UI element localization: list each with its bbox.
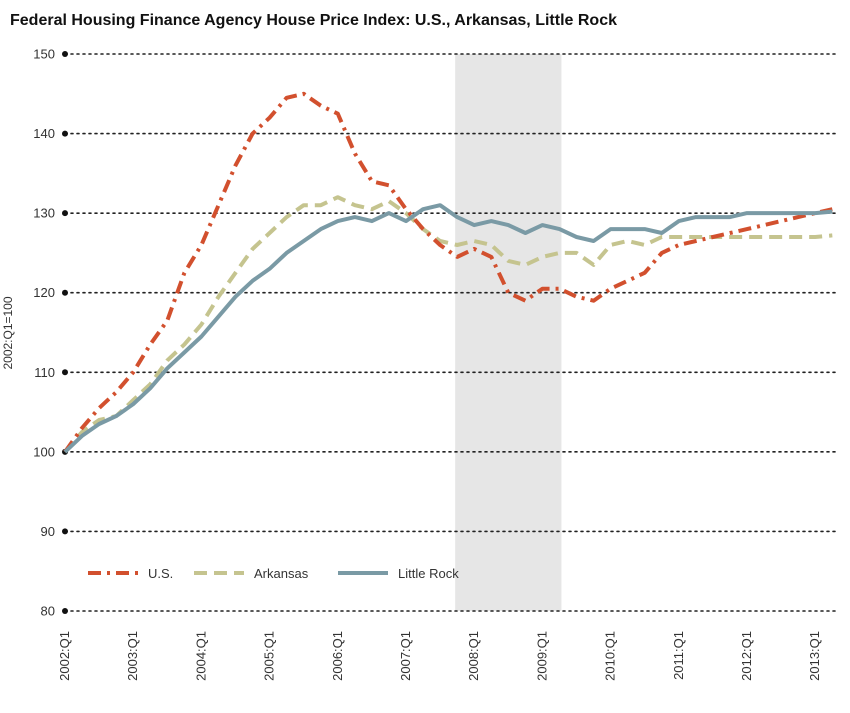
legend-label: Little Rock	[398, 566, 459, 581]
x-tick-label: 2010:Q1	[603, 631, 618, 681]
x-tick-label: 2013:Q1	[807, 631, 822, 681]
y-tick-label: 140	[33, 126, 55, 141]
y-tick-label: 80	[41, 604, 55, 619]
x-tick-label: 2007:Q1	[398, 631, 413, 681]
y-tick-mark	[62, 210, 68, 217]
legend: U.S. Arkansas Little Rock	[88, 566, 459, 581]
y-tick-label: 120	[33, 285, 55, 300]
y-tick-label: 110	[34, 365, 55, 380]
x-tick-label: 2003:Q1	[125, 631, 140, 681]
x-tick-label: 2002:Q1	[57, 631, 72, 681]
y-tick-mark	[62, 130, 68, 137]
legend-label: U.S.	[148, 566, 173, 581]
grid-lines	[64, 53, 836, 612]
recession-band	[455, 54, 562, 611]
y-tick-mark	[62, 528, 68, 535]
y-tick-label: 130	[33, 206, 55, 221]
x-tick-label: 2009:Q1	[534, 631, 549, 681]
series-line	[63, 91, 833, 454]
series-line	[63, 203, 833, 454]
chart-title: Federal Housing Finance Agency House Pri…	[10, 12, 617, 29]
y-tick-label: 100	[33, 444, 55, 459]
x-tick-label: 2012:Q1	[739, 631, 754, 681]
x-tick-label: 2004:Q1	[193, 631, 208, 681]
y-tick-mark	[62, 608, 68, 614]
x-tick-label: 2005:Q1	[262, 631, 277, 681]
x-axis: 2002:Q1 2003:Q1 2004:Q1 2005:Q1 2006:Q1 2007:…	[57, 631, 822, 681]
y-tick-mark	[62, 289, 68, 296]
x-tick-label: 2008:Q1	[466, 631, 481, 681]
y-tick-label: 150	[33, 47, 55, 62]
legend-label: Arkansas	[254, 566, 309, 581]
y-tick-mark	[62, 51, 68, 57]
y-axis: 80 90 100 110 120 130 140 150	[33, 47, 68, 619]
x-tick-label: 2006:Q1	[330, 631, 345, 681]
y-tick-label: 90	[41, 524, 55, 539]
y-tick-mark	[62, 369, 68, 376]
recession-shading	[455, 54, 562, 611]
y-axis-title: 2002:Q1=100	[1, 296, 15, 369]
x-tick-label: 2011:Q1	[671, 631, 686, 680]
series-lines	[63, 91, 833, 454]
